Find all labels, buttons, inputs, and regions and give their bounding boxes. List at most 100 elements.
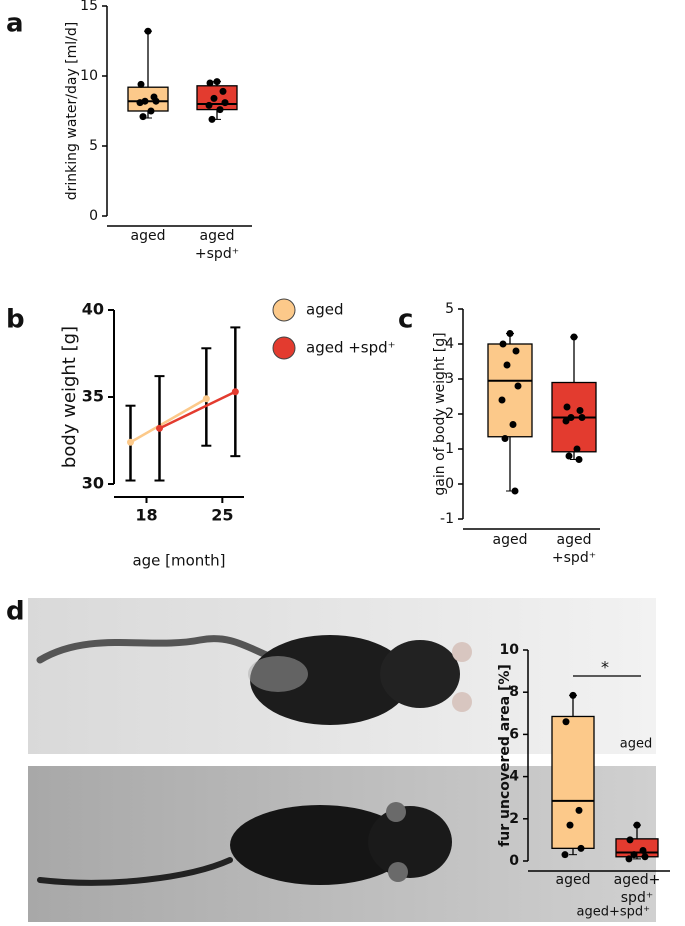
legend-marker (272, 336, 296, 360)
y-tick-label: 5 (89, 138, 98, 154)
y-tick-label: 30 (82, 474, 104, 493)
x-tick-label: aged+spd⁺ (195, 228, 239, 262)
data-point (144, 27, 152, 35)
data-point (562, 417, 570, 425)
data-point (625, 855, 633, 863)
data-point (565, 452, 573, 460)
data-point (566, 821, 574, 829)
y-tick-label: 5 (445, 301, 454, 317)
data-point (514, 382, 522, 390)
data-point (501, 435, 509, 442)
x-axis-label: age [month] (132, 552, 225, 570)
data-point (152, 97, 160, 105)
y-tick-label: 10 (500, 642, 520, 658)
data-point (575, 456, 583, 463)
y-tick-label: 8 (509, 684, 519, 700)
panel-letter: b (6, 305, 25, 335)
x-tick-label: 25 (211, 506, 233, 525)
y-tick-label: 4 (509, 769, 519, 785)
y-tick-label: 35 (82, 387, 104, 406)
x-tick-label: aged (131, 228, 166, 244)
data-point (576, 407, 584, 414)
photo-label: aged (620, 737, 652, 752)
data-point (137, 80, 145, 88)
data-point (147, 107, 155, 115)
data-point (498, 396, 506, 404)
data-point (156, 424, 163, 432)
data-point (577, 844, 585, 852)
y-tick-label: -1 (440, 511, 454, 527)
y-tick-label: 2 (509, 811, 519, 827)
series-line (158, 390, 236, 430)
data-point (499, 340, 507, 348)
data-point (511, 487, 519, 495)
legend-marker (272, 298, 296, 322)
y-tick-label: 15 (80, 0, 98, 14)
data-point (202, 395, 210, 403)
data-point (509, 421, 517, 428)
y-tick-label: 0 (445, 476, 454, 492)
data-point (216, 106, 224, 114)
significance-label: * (601, 658, 609, 677)
data-point (221, 99, 229, 107)
legend-label: aged (306, 301, 343, 319)
x-tick-label: aged+spd⁺ (552, 532, 596, 566)
data-point (139, 113, 147, 121)
data-point (633, 821, 641, 829)
series-line (129, 397, 207, 444)
data-point (639, 846, 647, 854)
data-point (512, 347, 520, 355)
y-axis-label: gain of body weight [g] (432, 332, 448, 495)
data-point (567, 414, 575, 421)
y-tick-label: 10 (80, 68, 98, 84)
data-point (578, 414, 586, 421)
data-point (630, 851, 638, 859)
data-point (563, 403, 571, 411)
data-point (626, 836, 634, 844)
data-point (210, 94, 218, 102)
y-tick-label: 0 (509, 853, 519, 869)
legend-label: aged +spd⁺ (306, 339, 396, 357)
panel-letter: d (6, 597, 25, 627)
x-tick-label: aged (556, 872, 591, 888)
data-point (570, 333, 578, 341)
y-axis-label: drinking water/day [ml/d] (64, 22, 80, 200)
y-tick-label: 1 (445, 441, 454, 457)
y-tick-label: 40 (82, 300, 104, 319)
data-point (569, 691, 577, 699)
data-point (208, 115, 216, 123)
box (487, 343, 533, 438)
y-tick-label: 2 (445, 406, 454, 422)
y-tick-label: 0 (89, 208, 98, 224)
data-point (231, 388, 239, 396)
data-point (206, 79, 214, 87)
panel-letter: c (398, 305, 413, 335)
y-tick-label: 4 (445, 336, 454, 352)
data-point (127, 438, 134, 446)
data-point (506, 330, 514, 337)
data-point (213, 78, 221, 86)
data-point (136, 99, 144, 107)
y-axis-label: body weight [g] (59, 326, 80, 468)
x-tick-label: aged+spd⁺ (614, 872, 661, 906)
photo: aged+spd⁺ (28, 766, 656, 922)
y-tick-label: 6 (509, 726, 519, 742)
y-axis-label: fur uncovered area [%] (497, 664, 513, 847)
data-point (219, 87, 227, 95)
photo-label: aged+spd⁺ (577, 905, 651, 920)
panel-letter: a (6, 9, 24, 39)
box (127, 86, 169, 112)
photo: aged (28, 598, 656, 754)
y-tick-label: 3 (445, 371, 454, 387)
data-point (575, 806, 583, 814)
data-point (205, 101, 213, 109)
x-tick-label: aged (493, 532, 528, 548)
x-tick-label: 18 (135, 506, 157, 525)
box (551, 715, 595, 849)
data-point (561, 851, 569, 859)
data-point (641, 853, 649, 861)
data-point (573, 445, 581, 453)
data-point (562, 718, 570, 726)
data-point (503, 361, 511, 369)
